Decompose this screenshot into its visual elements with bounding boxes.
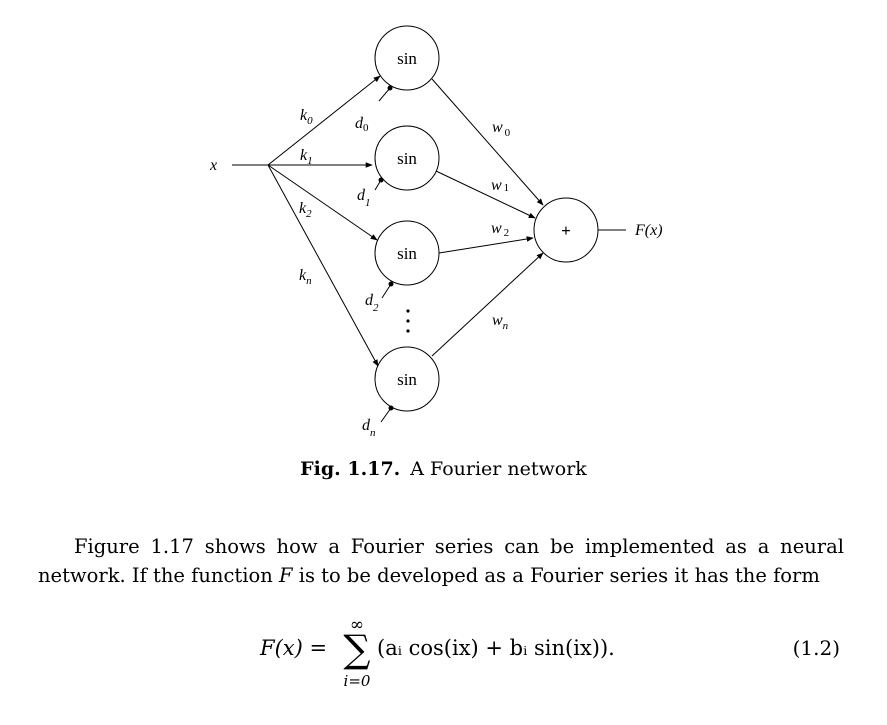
- equation-1-2: F(x) = ∞ ∑ i=0 (aᵢ cos(ix) + bᵢ sin(ix))…: [259, 615, 840, 690]
- bias-d1: [374, 177, 384, 191]
- function-symbol: F: [278, 563, 293, 587]
- equation-lhs: F(x) =: [259, 636, 327, 660]
- bias-d2-label: d2: [365, 292, 379, 314]
- sin-node-0-label: sin: [397, 49, 417, 68]
- input-label: x: [209, 157, 217, 174]
- equation-body: (aᵢ cos(ix) + bᵢ sin(ix)).: [377, 636, 615, 660]
- sin-node-2-label: sin: [397, 244, 417, 263]
- edge-sin-2-to-sum: [438, 236, 534, 254]
- edge-input-to-sin-n: [267, 164, 379, 367]
- sin-node-1-label: sin: [397, 149, 417, 168]
- edge-sin-0-to-sum: [431, 78, 544, 206]
- figure-caption-text: A Fourier network: [410, 458, 587, 480]
- sin-node-1: sin: [374, 125, 440, 191]
- sin-node-2: sin: [374, 220, 440, 286]
- bias-dn-label: dn: [362, 417, 376, 439]
- sum-upper-limit: ∞: [350, 615, 364, 635]
- ellipsis: [406, 309, 410, 333]
- figure-number: Fig. 1.17.: [300, 458, 401, 480]
- sum-symbol: ∑: [343, 627, 370, 671]
- sum-lower-limit: i=0: [344, 672, 371, 690]
- output-label: F(x): [634, 222, 663, 239]
- bias-d1-label: d1: [357, 187, 371, 209]
- sin-node-n-label: sin: [397, 370, 417, 389]
- body-paragraph: Figure 1.17 shows how a Fourier series c…: [38, 535, 844, 587]
- equation-number: (1.2): [793, 636, 840, 660]
- weight-k2-label: k2: [299, 200, 312, 220]
- edge-input-to-sin-2: [267, 164, 378, 241]
- bias-d0: [378, 85, 393, 102]
- weight-k1-label: k1: [300, 147, 313, 167]
- sum-node: +: [533, 197, 599, 263]
- weight-wn-label: wn: [492, 312, 509, 332]
- sin-node-0: sin: [374, 25, 440, 91]
- sin-node-n: sin: [374, 346, 440, 412]
- fourier-network-diagram: x k0 k1 k2 kn sin sin sin sin d: [209, 25, 663, 439]
- bias-dn: [380, 405, 394, 423]
- bias-d2: [381, 281, 394, 299]
- figure-caption: Fig. 1.17. A Fourier network: [0, 458, 887, 480]
- weight-kn-label: kn: [299, 267, 312, 287]
- edge-input-to-sin-0: [267, 75, 381, 166]
- sum-node-label: +: [561, 221, 571, 240]
- edge-sin-n-to-sum: [431, 252, 544, 357]
- edge-sin-1-to-sum: [435, 170, 536, 219]
- weight-k0-label: k0: [300, 107, 313, 127]
- bias-d0-label: d0: [355, 115, 369, 134]
